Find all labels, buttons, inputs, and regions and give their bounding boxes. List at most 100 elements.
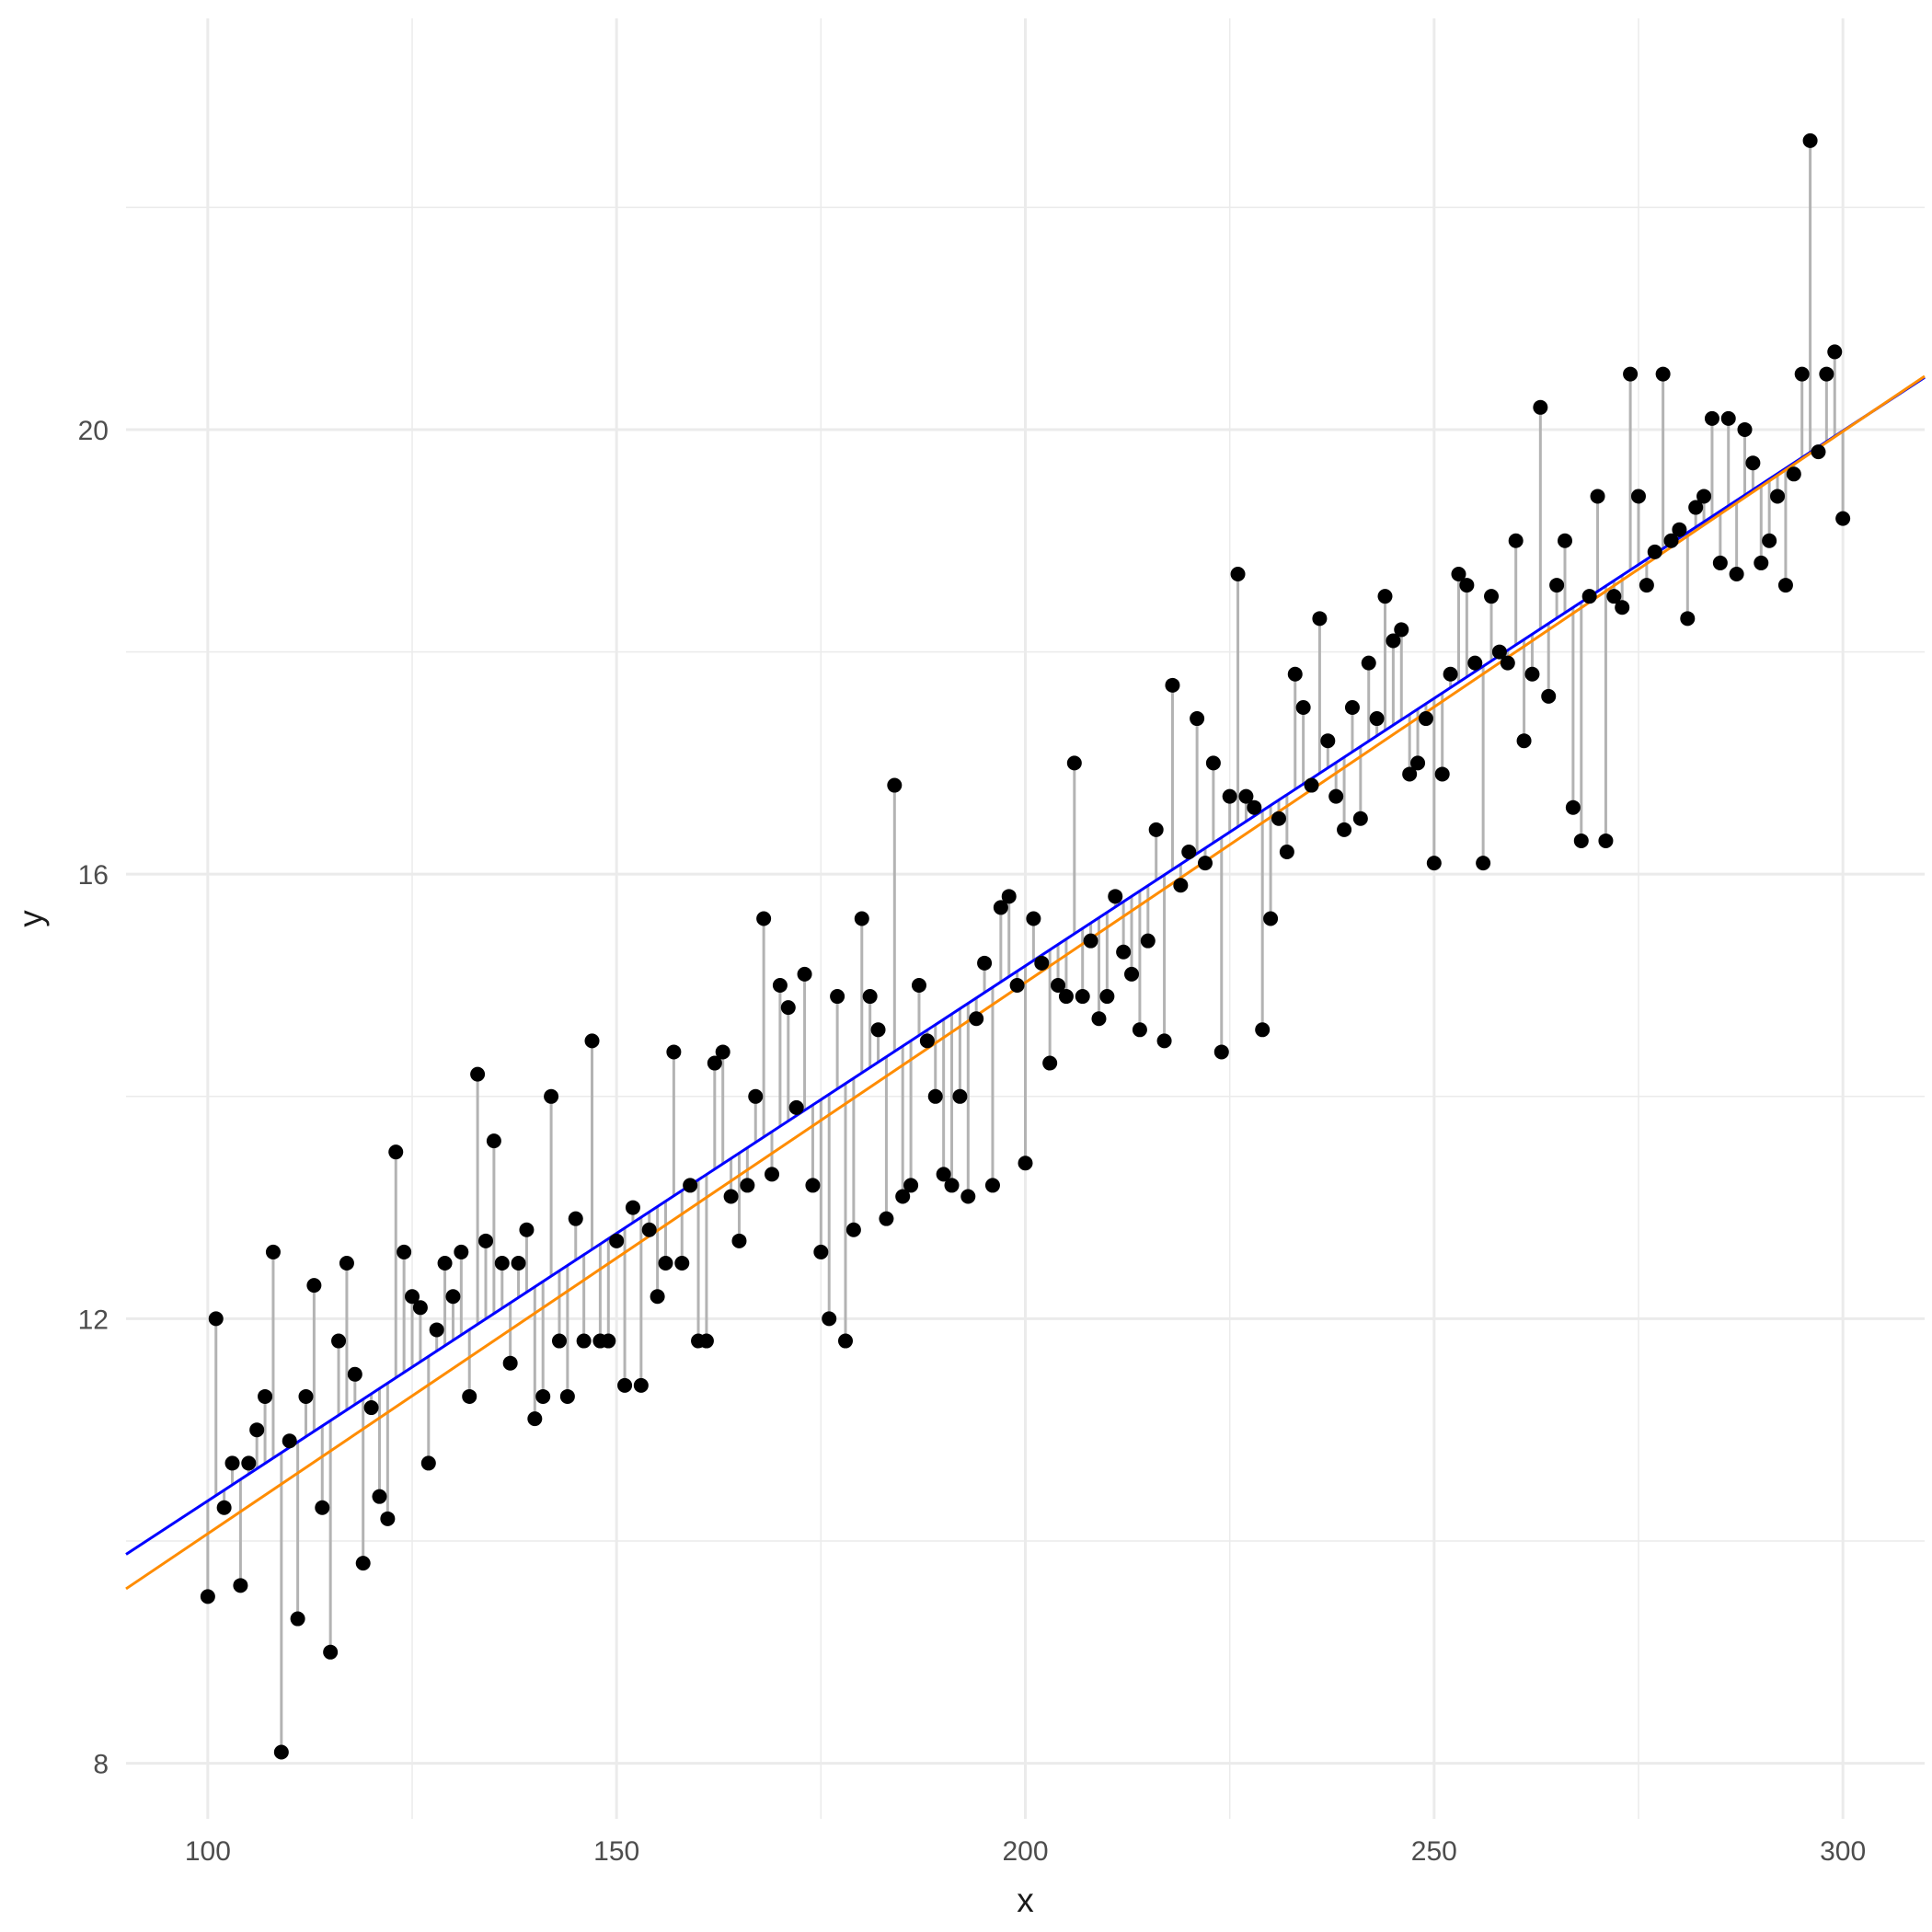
data-point	[1165, 677, 1180, 693]
data-point	[1051, 977, 1066, 993]
data-point	[1377, 589, 1393, 604]
x-tick-label: 300	[1820, 1836, 1866, 1867]
data-point	[486, 1133, 501, 1149]
data-point	[1737, 421, 1753, 437]
data-point	[698, 1333, 714, 1349]
data-point	[715, 1044, 730, 1060]
data-point	[249, 1422, 265, 1438]
data-point	[879, 1211, 894, 1226]
data-point	[478, 1233, 493, 1248]
data-point	[1777, 578, 1793, 593]
data-point	[813, 1244, 829, 1259]
data-point	[1615, 600, 1630, 615]
data-point	[380, 1511, 396, 1526]
data-point	[1549, 578, 1565, 593]
major-gridlines	[126, 18, 1925, 1819]
data-point	[1835, 511, 1851, 526]
data-point	[265, 1244, 281, 1259]
data-point	[1451, 567, 1466, 582]
data-point	[323, 1644, 339, 1660]
data-point	[1148, 822, 1164, 837]
data-point	[845, 1222, 861, 1237]
data-point	[559, 1388, 575, 1404]
data-point	[1745, 455, 1761, 471]
data-point	[838, 1333, 853, 1349]
data-point	[927, 1088, 943, 1104]
x-axis-title: x	[1017, 1881, 1034, 1919]
data-point	[1410, 755, 1426, 771]
data-point	[412, 1300, 428, 1316]
data-point	[584, 1033, 600, 1049]
data-point	[1467, 655, 1483, 671]
data-point	[903, 1178, 919, 1193]
y-tick-label: 16	[78, 860, 109, 891]
data-point	[388, 1144, 404, 1160]
data-point	[1156, 1033, 1172, 1049]
data-point	[797, 966, 812, 982]
data-point	[1639, 578, 1654, 593]
fit-line-orange	[125, 374, 1926, 1591]
data-point	[1001, 889, 1017, 904]
data-point	[1402, 766, 1418, 782]
data-point	[1704, 410, 1719, 426]
data-point	[511, 1255, 526, 1271]
data-point	[969, 1011, 984, 1027]
data-point	[1026, 911, 1041, 926]
data-point	[1476, 856, 1491, 871]
data-point	[1213, 1044, 1229, 1060]
data-point	[765, 1167, 780, 1182]
data-point	[1198, 856, 1213, 871]
data-point	[650, 1289, 665, 1305]
data-point	[1802, 132, 1818, 148]
y-axis-title: y	[12, 910, 50, 927]
data-point	[1418, 711, 1433, 727]
data-point	[748, 1088, 764, 1104]
data-point	[1394, 622, 1409, 638]
data-point	[1434, 766, 1450, 782]
data-point	[830, 989, 845, 1005]
data-point	[707, 1055, 722, 1071]
data-point	[895, 1189, 911, 1204]
data-point	[1386, 633, 1401, 649]
data-point	[551, 1333, 567, 1349]
data-point	[1712, 555, 1728, 570]
x-tick-label: 200	[1002, 1836, 1048, 1867]
data-point	[445, 1289, 461, 1305]
data-point	[216, 1500, 232, 1515]
data-point	[258, 1388, 273, 1404]
y-tick-label: 8	[93, 1750, 109, 1780]
data-point	[1720, 410, 1736, 426]
data-point	[1630, 489, 1646, 504]
data-point	[1009, 977, 1025, 993]
data-point	[854, 911, 869, 926]
data-point	[1729, 567, 1744, 582]
data-point	[568, 1211, 583, 1226]
data-point	[1320, 733, 1336, 749]
data-point	[1083, 933, 1098, 949]
data-point	[429, 1322, 444, 1338]
data-point	[674, 1255, 690, 1271]
data-point	[1369, 711, 1385, 727]
data-point	[723, 1189, 739, 1204]
data-point	[454, 1244, 469, 1259]
data-point	[470, 1066, 486, 1082]
data-point	[1663, 533, 1679, 548]
data-point	[1786, 466, 1801, 482]
data-point	[339, 1255, 354, 1271]
data-point	[233, 1578, 248, 1593]
data-point	[1606, 589, 1622, 604]
data-point	[952, 1088, 968, 1104]
data-point	[1247, 799, 1262, 815]
data-point	[683, 1178, 698, 1193]
data-point	[208, 1311, 224, 1327]
data-point	[788, 1099, 804, 1115]
fit-lines	[125, 374, 1926, 1591]
data-point	[1696, 489, 1712, 504]
data-point	[1590, 489, 1605, 504]
data-point	[780, 1000, 796, 1016]
y-tick-label: 12	[78, 1305, 109, 1335]
data-point	[1647, 544, 1662, 559]
data-point	[1623, 366, 1639, 382]
x-tick-label: 250	[1411, 1836, 1457, 1867]
data-point	[1524, 666, 1540, 682]
